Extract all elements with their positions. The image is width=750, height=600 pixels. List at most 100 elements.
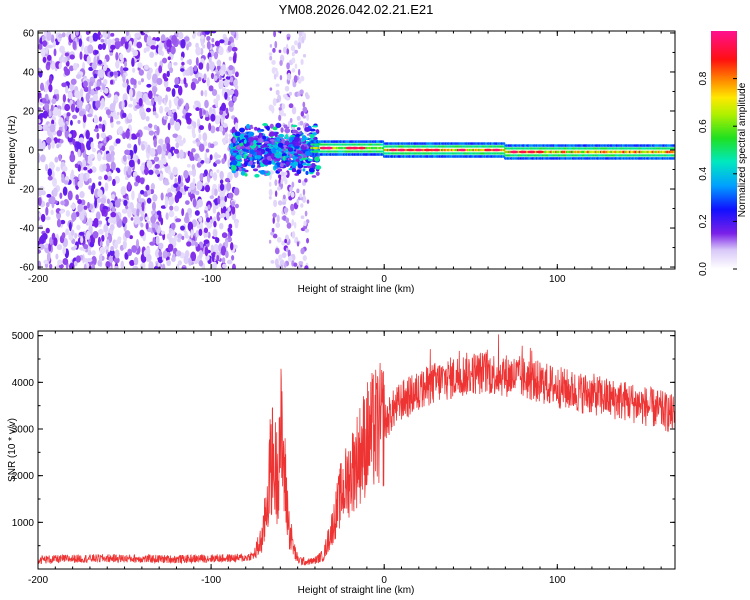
spectrogram-cell: [132, 98, 137, 107]
spectrogram-cell: [94, 198, 98, 209]
spectrogram-cell: [48, 84, 53, 93]
spectrogram-cell: [194, 241, 199, 247]
spectrogram-cell: [101, 234, 105, 242]
spectrogram-cell: [64, 56, 68, 63]
spectrogram-cell: [263, 145, 270, 148]
spectrogram-cell: [278, 49, 282, 53]
spectrogram-cell: [110, 79, 114, 85]
spectrogram-cell: [202, 132, 208, 142]
spectrogram-cell: [159, 105, 164, 114]
spectrogram-cell: [143, 64, 149, 70]
spectrogram-cell: [173, 205, 180, 212]
spectrogram-cell: [227, 159, 231, 168]
spectrogram-cell: [59, 139, 64, 144]
snr-y-label: SNR (10 * v/v): [7, 418, 18, 482]
spectrogram-cell: [177, 175, 182, 185]
spectrogram-cell: [311, 125, 319, 128]
spectrogram-cell: [200, 37, 204, 47]
spectrogram-cell: [167, 122, 171, 131]
spectrogram-cell: [210, 72, 215, 80]
spectrogram-cell: [140, 263, 145, 269]
spectrogram-cell: [324, 146, 333, 150]
spectrogram-cell: [238, 127, 246, 133]
spectrogram-cell: [510, 150, 519, 154]
spectrogram-cell: [100, 197, 107, 205]
spectrogram-cell: [205, 217, 211, 223]
spectrogram-cell: [58, 117, 64, 128]
spectrogram-cell: [228, 89, 235, 96]
spectrogram-cell: [315, 171, 320, 176]
chart-title: YM08.2026.042.02.21.E21: [279, 2, 434, 17]
spectrogram-cell: [223, 79, 229, 88]
spectrogram-cell: [302, 53, 307, 58]
spectrogram-cell: [137, 158, 141, 165]
spectrogram-cell: [303, 165, 308, 169]
spectrogram-cell: [283, 262, 287, 268]
spectrogram-cell: [191, 167, 197, 178]
spectrogram-cell: [264, 141, 269, 144]
spectrogram-cell: [279, 60, 283, 66]
spectrogram-cell: [86, 155, 93, 165]
spectrogram-cell: [128, 103, 133, 108]
spectrogram-cell: [137, 80, 142, 86]
spectrogram-cell: [279, 74, 283, 81]
spectrogram-cell: [266, 155, 272, 161]
spectrogram-cell: [187, 67, 190, 76]
spectrogram-cell: [195, 107, 200, 111]
snr-xtick-label-0: -200: [28, 575, 48, 586]
spectrogram-cell: [210, 113, 216, 122]
spectrogram-cell: [275, 264, 281, 269]
spectrogram-cell: [99, 34, 103, 38]
spectrogram-cell: [45, 44, 49, 55]
spectrogram-cell: [315, 129, 320, 135]
spectrogram-cell: [145, 184, 150, 191]
spectrogram-cell: [231, 46, 238, 52]
spectrogram-cell: [38, 153, 41, 163]
spectrogram-cell: [93, 128, 99, 132]
spectrogram-cell: [132, 67, 136, 73]
spectrogram-cell: [128, 159, 135, 168]
spectrogram-cell: [224, 195, 228, 203]
spectrogram-cell: [116, 111, 120, 116]
spectrogram-cell: [138, 69, 144, 76]
spectrogram-cell: [210, 125, 216, 134]
spectrogram-cell: [281, 201, 287, 205]
spectrogram-cell: [304, 92, 309, 98]
spectrogram-cell: [301, 135, 307, 141]
spectrogram-cell: [214, 115, 221, 125]
spectrogram-cell: [103, 78, 108, 85]
spectrogram-cell: [209, 219, 214, 224]
colorbar-ticks: 0.0 0.2 0.4 0.6 0.8: [698, 71, 737, 276]
spectrogram-cell: [75, 31, 79, 36]
spectrogram-cell: [79, 51, 83, 60]
spectrogram-cell: [284, 155, 290, 158]
snr-frame: [37, 330, 676, 570]
spectrogram-cell: [125, 31, 129, 36]
spectrogram-cell: [223, 36, 229, 46]
spectrogram-cell: [135, 104, 141, 109]
spectrogram-cell: [132, 135, 138, 140]
spectrogram-cell: [162, 250, 168, 259]
spectrogram-cell: [135, 175, 141, 184]
spectrogram-cell: [277, 142, 284, 148]
spectrogram-cell: [60, 200, 66, 206]
spectrogram-cell: [38, 124, 43, 131]
spectrogram-cell: [189, 151, 194, 162]
spectrogram-cell: [46, 252, 51, 263]
spectrogram-cell: [175, 218, 182, 223]
spectrogram-cell: [115, 138, 121, 144]
spectrogram-cell: [61, 82, 67, 88]
spectrogram-cell: [296, 127, 301, 131]
spectrogram-cell: [151, 97, 155, 106]
spectrogram-cell: [101, 123, 106, 133]
spectrogram-cell: [204, 184, 211, 193]
spectrogram-cell: [74, 163, 79, 169]
spectrogram-cell: [163, 181, 170, 186]
spectrogram-cell: [208, 122, 212, 132]
spectrogram-cell: [291, 181, 295, 188]
spectrogram-cell: [213, 243, 219, 254]
spectrogram-cell: [93, 217, 99, 228]
spectrogram-cell: [484, 148, 493, 152]
spectrogram-cell: [69, 153, 76, 163]
spectrogram-cell: [46, 61, 51, 66]
